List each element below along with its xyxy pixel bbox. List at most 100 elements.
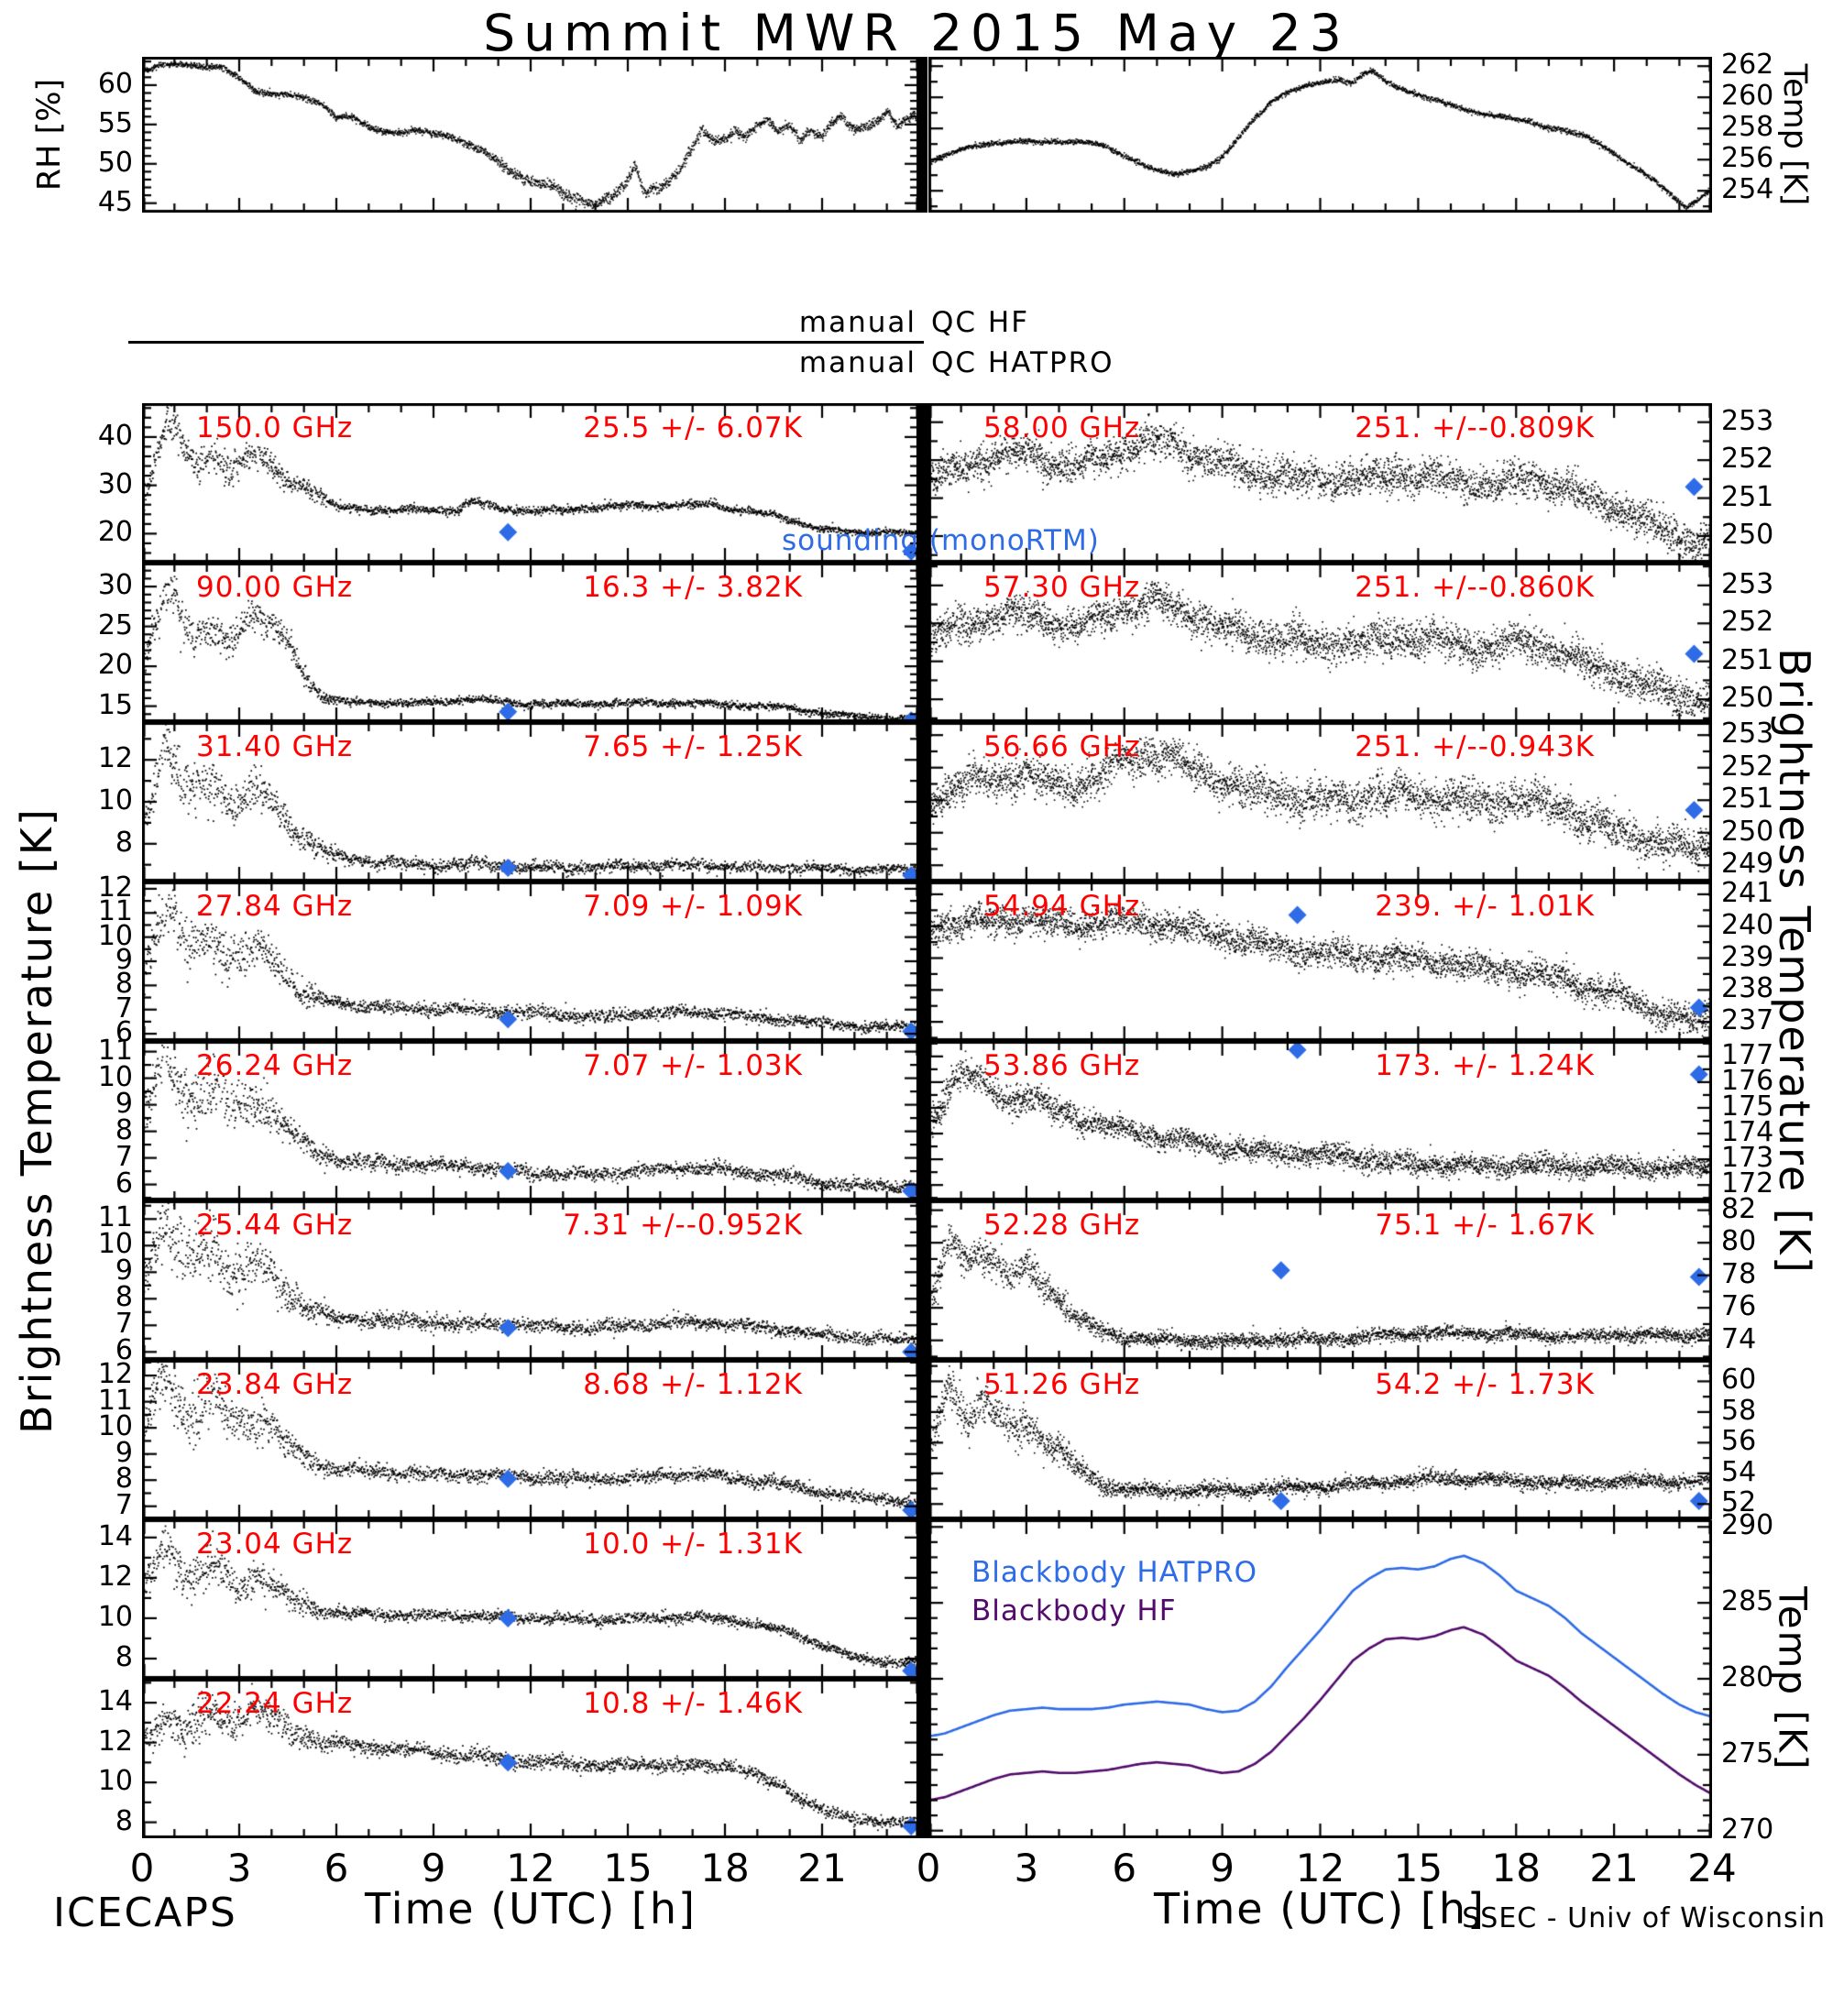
x-tick-label: 18 (700, 1846, 750, 1890)
freq-label: 58.00 GHz (983, 411, 1141, 444)
y-tick-label: 290 (1721, 1509, 1774, 1542)
freq-label: 56.66 GHz (983, 730, 1141, 763)
y-tick-label: 172 (1721, 1167, 1774, 1200)
y-tick-label: 6 (115, 1167, 133, 1200)
panel-bt-53.86-plot (928, 1041, 1712, 1200)
freq-label: 150.0 GHz (196, 411, 354, 444)
freq-label: 31.40 GHz (196, 730, 354, 763)
y-tick-label: 8 (115, 1804, 133, 1837)
time-axis-label-left: Time (UTC) [h] (365, 1884, 697, 1934)
y-tick-label: 7 (115, 1308, 133, 1341)
y-tick-label: 251 (1721, 783, 1774, 816)
qc-hf-label: QC HF (931, 306, 1030, 339)
panel-bt-90-plot (142, 563, 919, 722)
panel-bt-25.44-plot (142, 1200, 919, 1360)
panel-bt-23.04-plot (142, 1519, 919, 1679)
y-tick-label: 258 (1721, 111, 1774, 144)
y-tick-label: 8 (115, 826, 133, 859)
panel-bt-27.84-plot (142, 882, 919, 1041)
y-tick-label: 12 (97, 1560, 133, 1593)
y-tick-label: 241 (1721, 876, 1774, 909)
panel-bt-150-plot (142, 403, 919, 563)
y-tick-label: 11 (97, 1384, 133, 1417)
y-tick-label: 238 (1721, 972, 1774, 1005)
y-tick-label: 252 (1721, 606, 1774, 639)
y-tick-label: 14 (97, 1519, 133, 1552)
x-tick-label: 6 (1112, 1846, 1137, 1890)
y-tick-label: 280 (1721, 1661, 1774, 1693)
x-tick-label: 6 (324, 1846, 349, 1890)
y-tick-label: 251 (1721, 643, 1774, 676)
y-tick-label: 60 (97, 67, 133, 100)
y-tick-label: 237 (1721, 1004, 1774, 1037)
freq-label: 90.00 GHz (196, 571, 354, 604)
y-tick-label: 12 (97, 1725, 133, 1758)
y-tick-label: 76 (1721, 1290, 1757, 1323)
x-tick-label: 18 (1491, 1846, 1541, 1890)
freq-label: 52.28 GHz (983, 1209, 1141, 1242)
y-tick-label: 270 (1721, 1813, 1774, 1846)
x-tick-label: 12 (506, 1846, 555, 1890)
y-tick-label: 58 (1721, 1394, 1757, 1427)
y-tick-label: 249 (1721, 848, 1774, 881)
y-tick-label: 10 (97, 1765, 133, 1798)
panel-blackbody-plot (928, 1519, 1712, 1838)
y-tick-label: 253 (1721, 567, 1774, 600)
y-tick-label: 8 (115, 1463, 133, 1496)
y-tick-label: 10 (97, 919, 133, 952)
y-tick-label: 52 (1721, 1486, 1757, 1519)
y-tick-label: 15 (97, 688, 133, 721)
y-tick-label: 253 (1721, 404, 1774, 437)
x-tick-label: 9 (421, 1846, 446, 1890)
stats-label: 7.65 +/- 1.25K (583, 730, 803, 763)
stats-label: 7.09 +/- 1.09K (583, 890, 803, 923)
stats-label: 7.31 +/--0.952K (563, 1209, 803, 1242)
panel-bt-23.84-plot (142, 1360, 919, 1519)
stats-label: 10.8 +/- 1.46K (583, 1687, 803, 1720)
x-tick-label: 21 (797, 1846, 847, 1890)
y-tick-label: 11 (97, 1034, 133, 1067)
brightness-temp-right-axis-label: Brightness Temperature [K] (1770, 648, 1819, 1275)
panel-rh-plot (142, 57, 919, 213)
panel-bt-22.24-plot (142, 1679, 919, 1838)
panel-bt-56.66-plot (928, 722, 1712, 882)
y-tick-label: 9 (115, 944, 133, 976)
y-tick-label: 10 (97, 1228, 133, 1261)
y-tick-label: 11 (97, 1201, 133, 1234)
y-tick-label: 45 (97, 185, 133, 218)
y-tick-label: 8 (115, 968, 133, 1001)
y-tick-label: 20 (97, 516, 133, 549)
legend-blackbody-hatpro: Blackbody HATPRO (971, 1556, 1258, 1589)
freq-label: 54.94 GHz (983, 890, 1141, 923)
freq-label: 22.24 GHz (196, 1687, 354, 1720)
y-tick-label: 7 (115, 1488, 133, 1521)
y-tick-label: 240 (1721, 908, 1774, 941)
x-tick-label: 12 (1295, 1846, 1345, 1890)
y-tick-label: 254 (1721, 173, 1774, 206)
y-tick-label: 30 (97, 569, 133, 602)
y-tick-label: 251 (1721, 480, 1774, 513)
y-tick-label: 262 (1721, 49, 1774, 82)
x-tick-label: 3 (1014, 1846, 1039, 1890)
qc-manual-label-hatpro: manual (798, 346, 916, 379)
x-tick-label: 21 (1589, 1846, 1639, 1890)
figure-title: Summit MWR 2015 May 23 (483, 4, 1350, 62)
y-tick-label: 250 (1721, 682, 1774, 715)
y-tick-label: 40 (97, 419, 133, 452)
y-tick-label: 9 (115, 1436, 133, 1469)
y-tick-label: 80 (1721, 1225, 1757, 1258)
x-tick-label: 15 (1393, 1846, 1443, 1890)
panel-bt-31.40-plot (142, 722, 919, 882)
y-tick-label: 275 (1721, 1737, 1774, 1769)
stats-label: 251. +/--0.809K (1355, 411, 1595, 444)
stats-label: 25.5 +/- 6.07K (583, 411, 803, 444)
x-tick-label: 3 (226, 1846, 252, 1890)
freq-label: 23.84 GHz (196, 1368, 354, 1401)
y-tick-label: 60 (1721, 1364, 1757, 1397)
y-tick-label: 78 (1721, 1257, 1757, 1290)
y-tick-label: 14 (97, 1685, 133, 1718)
x-tick-label: 15 (603, 1846, 653, 1890)
stats-label: 10.0 +/- 1.31K (583, 1528, 803, 1561)
panel-bt-26.24-plot (142, 1041, 919, 1200)
